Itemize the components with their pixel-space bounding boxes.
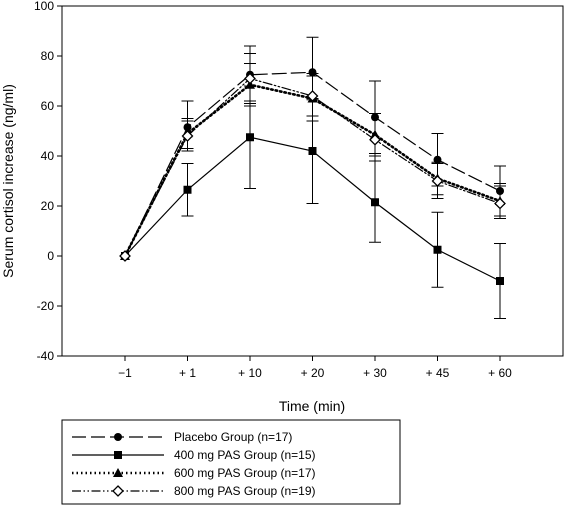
y-tick-label: 40 (41, 149, 55, 163)
x-tick-label: + 45 (426, 366, 450, 380)
data-point-series-1 (308, 68, 317, 77)
legend-swatch-marker (113, 468, 123, 477)
data-point-series-2 (433, 245, 442, 254)
data-point-series-2 (183, 185, 192, 194)
x-tick-label: + 20 (301, 366, 325, 380)
x-axis-title: Time (min) (279, 398, 345, 414)
y-tick-label: -20 (37, 299, 55, 313)
data-point-series-4 (369, 133, 381, 146)
legend-label: 400 mg PAS Group (n=15) (174, 448, 316, 462)
x-axis: −1 + 1 + 10 + 20 + 30 + 45 + 60 (118, 356, 512, 380)
x-tick-label: + 10 (238, 366, 262, 380)
x-tick-label: + 60 (488, 366, 512, 380)
data-point-series-4 (494, 197, 506, 210)
data-point-series-4 (306, 90, 319, 102)
data-point-series-1 (433, 155, 442, 164)
data-point-series-1 (183, 123, 192, 132)
data-point-series-2 (308, 147, 317, 155)
legend-swatch-marker (112, 485, 124, 497)
data-point-series-4 (244, 72, 256, 85)
legend-swatch-marker (114, 451, 122, 459)
y-axis: -40 -20 0 20 40 60 80 100 (34, 0, 62, 363)
data-point-series-2 (371, 198, 379, 207)
x-tick-label: + 30 (363, 366, 387, 380)
y-tick-label: 80 (41, 49, 55, 63)
y-tick-label: -40 (37, 349, 55, 363)
legend: Placebo Group (n=17) 400 mg PAS Group (n=… (61, 419, 401, 505)
y-axis-title: Serum cortisol increase (ng/ml) (0, 84, 16, 278)
data-point-series-4 (181, 130, 194, 142)
y-tick-label: 20 (41, 199, 55, 213)
legend-label: 600 mg PAS Group (n=17) (174, 466, 316, 480)
legend-swatch-marker (114, 433, 122, 441)
series-markers (119, 68, 506, 285)
y-tick-label: 60 (41, 99, 55, 113)
x-tick-label: + 1 (179, 366, 196, 380)
data-point-series-1 (371, 113, 379, 122)
y-tick-label: 0 (47, 249, 54, 263)
data-point-series-2 (246, 133, 254, 142)
y-tick-label: 100 (34, 0, 54, 13)
error-bars (181, 36, 506, 319)
legend-label: 800 mg PAS Group (n=19) (174, 484, 316, 498)
x-tick-label: −1 (118, 366, 132, 380)
data-point-series-4 (119, 250, 131, 262)
legend-label: Placebo Group (n=17) (174, 430, 292, 444)
data-point-series-4 (431, 175, 444, 187)
data-point-series-1 (496, 187, 504, 195)
data-point-series-2 (496, 277, 504, 285)
